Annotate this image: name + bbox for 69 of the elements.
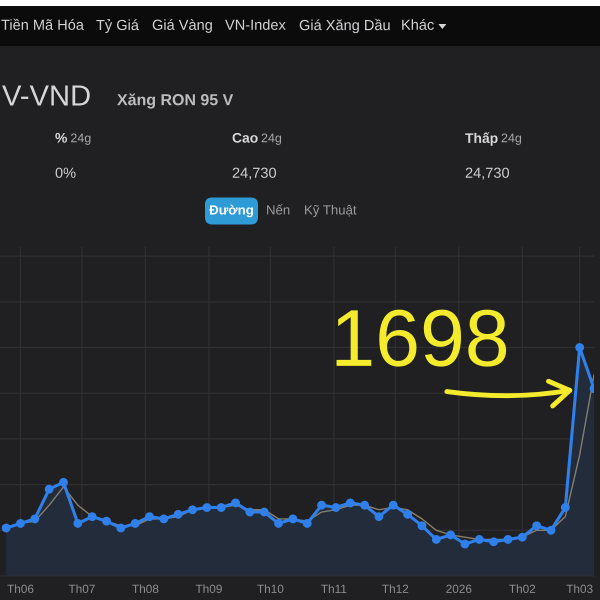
- chart-title: V-VND: [2, 85, 90, 106]
- point: [418, 521, 426, 530]
- text: Cao 24g: [232, 132, 282, 145]
- point: [346, 498, 355, 508]
- point: [560, 503, 570, 512]
- x-tick-label: Th06: [7, 584, 34, 594]
- x-tick-label: Th09: [196, 584, 222, 594]
- text: Nến: [267, 204, 290, 215]
- text: 24,730: [466, 168, 510, 180]
- x-tick-label: Th11: [321, 584, 346, 593]
- point: [202, 503, 212, 512]
- point: [504, 535, 512, 544]
- point: [575, 343, 584, 352]
- point: [546, 526, 556, 535]
- point: [130, 519, 140, 528]
- point: [532, 521, 542, 530]
- x-tick-label: Th12: [382, 584, 408, 593]
- point: [317, 500, 326, 510]
- text: Giá Vàng: [152, 19, 212, 33]
- point: [518, 532, 527, 542]
- point: [88, 512, 97, 521]
- point: [274, 519, 283, 528]
- point: [16, 519, 25, 528]
- text: 24,730: [232, 168, 276, 180]
- point: [59, 478, 68, 487]
- point: [288, 514, 298, 524]
- point: [30, 514, 40, 524]
- point: [145, 512, 154, 521]
- annotation: 1698: [336, 310, 506, 367]
- point: [231, 498, 240, 508]
- x-tick-label: Th02: [509, 584, 536, 594]
- chart-subtitle: Xăng RON 95 V: [117, 93, 234, 109]
- text: Tiền Mã Hóa: [1, 18, 84, 30]
- point: [73, 519, 82, 528]
- point: [332, 503, 340, 512]
- x-tick-label: Th03: [566, 584, 593, 594]
- point: [216, 503, 226, 512]
- x-tick-label: Th07: [68, 584, 95, 594]
- x-tick-label: Th10: [257, 584, 284, 594]
- x-tick-label: Th08: [132, 584, 158, 594]
- point: [388, 500, 398, 510]
- text: 0%: [56, 168, 76, 178]
- text: VN-Index: [225, 19, 286, 30]
- point: [260, 508, 269, 516]
- text: % 24g: [55, 132, 90, 145]
- text: Khác: [402, 19, 434, 30]
- point: [246, 508, 254, 516]
- point: [174, 510, 183, 519]
- text: Tỷ Giá: [96, 18, 139, 34]
- point: [159, 514, 168, 524]
- point: [102, 516, 111, 526]
- point: [302, 519, 312, 528]
- point: [374, 512, 384, 521]
- text: Kỹ Thuật: [305, 204, 356, 218]
- text: Đường: [209, 204, 253, 218]
- point: [474, 535, 484, 544]
- point: [188, 505, 197, 514]
- point: [2, 524, 11, 532]
- point: [489, 537, 498, 546]
- text: Thấp 24g: [465, 132, 522, 146]
- point: [403, 510, 412, 519]
- point: [44, 484, 54, 494]
- point: [116, 524, 126, 532]
- point: [460, 540, 470, 548]
- point: [446, 530, 456, 540]
- point: [432, 535, 441, 544]
- point: [360, 500, 369, 510]
- text: Giá Xăng Dầu: [300, 18, 390, 34]
- x-tick-label: 2026: [446, 584, 472, 594]
